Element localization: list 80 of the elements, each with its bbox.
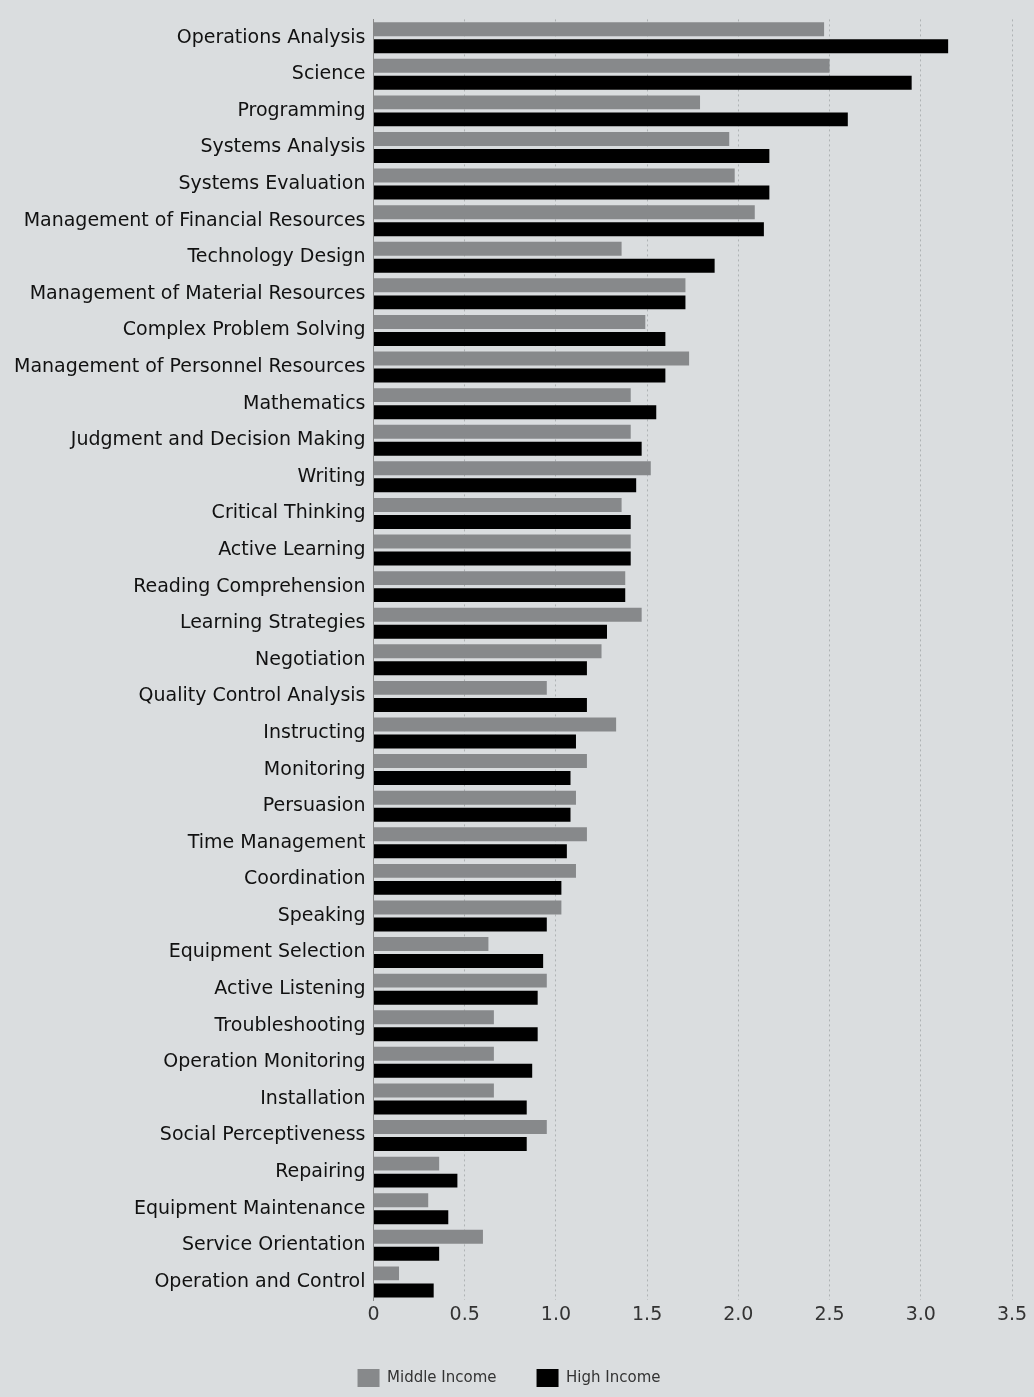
y-tick-label: Quality Control Analysis <box>138 683 366 706</box>
bar <box>373 844 567 859</box>
bar <box>373 514 631 529</box>
y-tick-label: Instructing <box>263 719 366 742</box>
bar <box>373 441 642 456</box>
x-tick-label: 2.5 <box>814 1301 845 1324</box>
x-tick-label: 1.5 <box>632 1301 663 1324</box>
bar <box>373 331 666 346</box>
bar <box>373 734 576 749</box>
bar <box>373 771 571 786</box>
bar <box>373 624 607 639</box>
bar <box>373 75 912 90</box>
y-tick-label: Troubleshooting <box>213 1012 366 1035</box>
bar <box>373 1246 440 1261</box>
y-tick-label: Speaking <box>277 902 366 925</box>
y-tick-label: Active Learning <box>218 536 366 559</box>
bar <box>373 1063 533 1078</box>
bar <box>373 807 571 822</box>
bar <box>373 661 587 676</box>
y-tick-label: Systems Evaluation <box>178 171 366 194</box>
bar <box>373 1283 434 1298</box>
x-tick-label: 3.0 <box>905 1301 936 1324</box>
y-tick-label: Service Orientation <box>181 1232 366 1255</box>
x-tick-label: 3.5 <box>996 1301 1028 1324</box>
y-tick-label: Technology Design <box>186 244 366 267</box>
bar <box>373 478 637 493</box>
y-tick-label: Complex Problem Solving <box>122 317 366 340</box>
bar <box>373 954 544 969</box>
y-tick-label: Programming <box>237 97 366 120</box>
y-tick-label: Installation <box>260 1085 366 1108</box>
y-tick-label: Critical Thinking <box>211 500 366 523</box>
bar <box>373 222 764 237</box>
y-tick-label: Equipment Maintenance <box>133 1195 366 1218</box>
bar <box>373 405 657 420</box>
bar <box>373 1100 527 1115</box>
y-tick-label: Coordination <box>244 866 366 889</box>
bar <box>373 917 547 932</box>
y-tick-label: Active Listening <box>214 976 366 999</box>
y-tick-label: Writing <box>297 463 366 486</box>
y-tick-label: Science <box>291 61 366 84</box>
y-tick-label: Operation and Control <box>154 1268 366 1291</box>
bar <box>373 295 686 310</box>
bar <box>373 697 587 712</box>
bar <box>373 990 538 1005</box>
y-tick-label: Equipment Selection <box>168 939 366 962</box>
y-tick-label: Judgment and Decision Making <box>69 427 366 450</box>
legend-label: High Income <box>566 1367 661 1386</box>
bar <box>373 149 770 163</box>
bar <box>373 1137 527 1152</box>
y-tick-label: Time Management <box>186 829 366 852</box>
bar <box>373 588 626 603</box>
y-tick-label: Negotiation <box>255 646 366 669</box>
y-tick-label: Mathematics <box>243 390 366 413</box>
y-tick-label: Operations Analysis <box>176 24 366 47</box>
y-tick-label: Systems Analysis <box>200 134 366 157</box>
y-tick-label: Monitoring <box>263 756 366 779</box>
y-tick-label: Social Perceptiveness <box>159 1122 366 1145</box>
bar <box>373 258 715 273</box>
legend-label: Middle Income <box>387 1367 497 1386</box>
y-tick-label: Reading Comprehension <box>133 573 366 596</box>
bar <box>373 185 770 200</box>
y-tick-label: Persuasion <box>262 793 366 816</box>
bar <box>373 1027 538 1042</box>
bar <box>373 112 848 127</box>
x-tick-label: 1.0 <box>540 1301 572 1324</box>
bar <box>373 551 631 566</box>
bar <box>373 1173 458 1188</box>
bar <box>373 880 562 895</box>
y-tick-label: Management of Personnel Resources <box>14 353 366 376</box>
y-tick-label: Management of Material Resources <box>29 280 366 303</box>
y-tick-label: Learning Strategies <box>179 610 366 633</box>
y-tick-label: Repairing <box>275 1159 366 1182</box>
bar <box>373 39 949 54</box>
y-tick-label: Management of Financial Resources <box>23 207 366 230</box>
x-tick-label: 2.0 <box>723 1301 754 1324</box>
bar <box>373 368 666 383</box>
x-tick-label: 0 <box>367 1301 380 1324</box>
x-tick-label: 0.5 <box>449 1301 480 1324</box>
y-tick-label: Operation Monitoring <box>163 1049 366 1072</box>
bar <box>373 1210 449 1225</box>
